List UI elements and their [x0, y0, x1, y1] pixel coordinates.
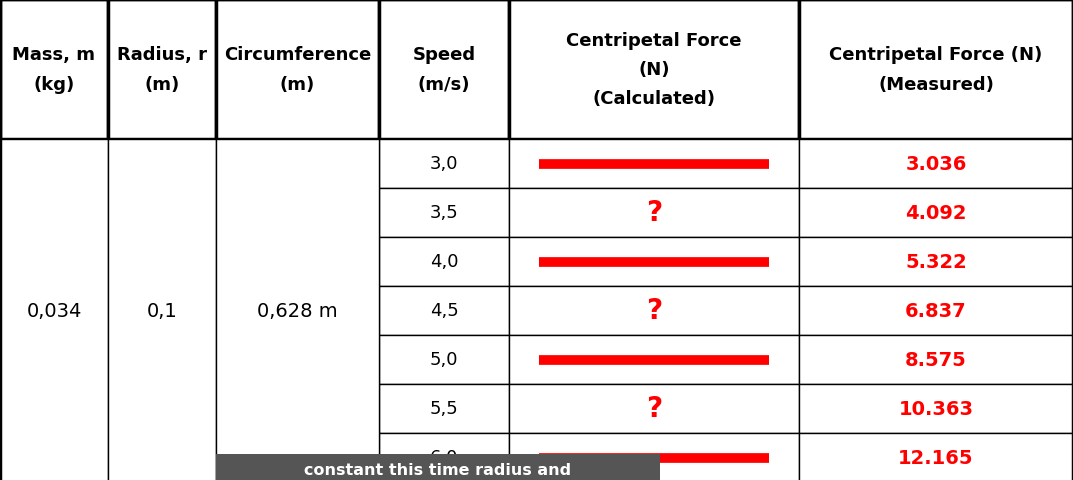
- Text: 6,0: 6,0: [430, 449, 458, 467]
- Bar: [509, 336, 799, 384]
- Bar: [108, 0, 216, 140]
- Bar: [379, 238, 509, 287]
- Text: Centripetal Force (N)
(Measured): Centripetal Force (N) (Measured): [829, 46, 1043, 94]
- Bar: [509, 140, 799, 189]
- Text: 3,5: 3,5: [429, 204, 458, 222]
- Bar: [379, 384, 509, 433]
- Bar: [799, 287, 1073, 336]
- Bar: [379, 0, 509, 140]
- Text: 3.036: 3.036: [906, 155, 967, 174]
- Text: ?: ?: [646, 395, 662, 422]
- Bar: [379, 140, 509, 189]
- Bar: [379, 433, 509, 480]
- Bar: [509, 287, 799, 336]
- Text: 3,0: 3,0: [430, 155, 458, 173]
- Text: 12.165: 12.165: [898, 448, 974, 467]
- Text: 4,0: 4,0: [430, 253, 458, 271]
- Bar: [0, 0, 108, 140]
- Text: 4.092: 4.092: [906, 204, 967, 223]
- Bar: [799, 384, 1073, 433]
- Bar: [216, 140, 379, 480]
- Bar: [799, 189, 1073, 238]
- Bar: [509, 384, 799, 433]
- Bar: [799, 238, 1073, 287]
- Text: constant this time radius and: constant this time radius and: [305, 463, 572, 478]
- Text: 5,5: 5,5: [429, 400, 458, 418]
- Text: Speed
(m/s): Speed (m/s): [412, 46, 475, 94]
- Bar: [799, 140, 1073, 189]
- Text: Radius, r
(m): Radius, r (m): [117, 46, 207, 94]
- Text: Mass, m
(kg): Mass, m (kg): [13, 46, 95, 94]
- Text: 0,034: 0,034: [27, 301, 82, 320]
- Text: 0,1: 0,1: [147, 301, 177, 320]
- Bar: [108, 140, 216, 480]
- Text: Circumference
(m): Circumference (m): [224, 46, 371, 94]
- Bar: [379, 336, 509, 384]
- Text: 5.322: 5.322: [906, 252, 967, 271]
- Text: 5,0: 5,0: [430, 351, 458, 369]
- Bar: [0, 140, 108, 480]
- Text: ?: ?: [646, 297, 662, 325]
- Bar: [799, 433, 1073, 480]
- Text: 10.363: 10.363: [898, 399, 973, 418]
- Text: 0,628 m: 0,628 m: [258, 301, 338, 320]
- Bar: [216, 0, 379, 140]
- Text: ?: ?: [646, 199, 662, 227]
- Bar: [509, 433, 799, 480]
- Bar: [509, 238, 799, 287]
- Bar: [216, 454, 660, 480]
- Text: Centripetal Force
(N)
(Calculated): Centripetal Force (N) (Calculated): [567, 32, 741, 108]
- Text: 6.837: 6.837: [906, 301, 967, 320]
- Bar: [799, 336, 1073, 384]
- Bar: [799, 0, 1073, 140]
- Text: 4,5: 4,5: [429, 302, 458, 320]
- Bar: [379, 189, 509, 238]
- Bar: [509, 0, 799, 140]
- Text: 8.575: 8.575: [906, 350, 967, 369]
- Bar: [509, 189, 799, 238]
- Bar: [379, 287, 509, 336]
